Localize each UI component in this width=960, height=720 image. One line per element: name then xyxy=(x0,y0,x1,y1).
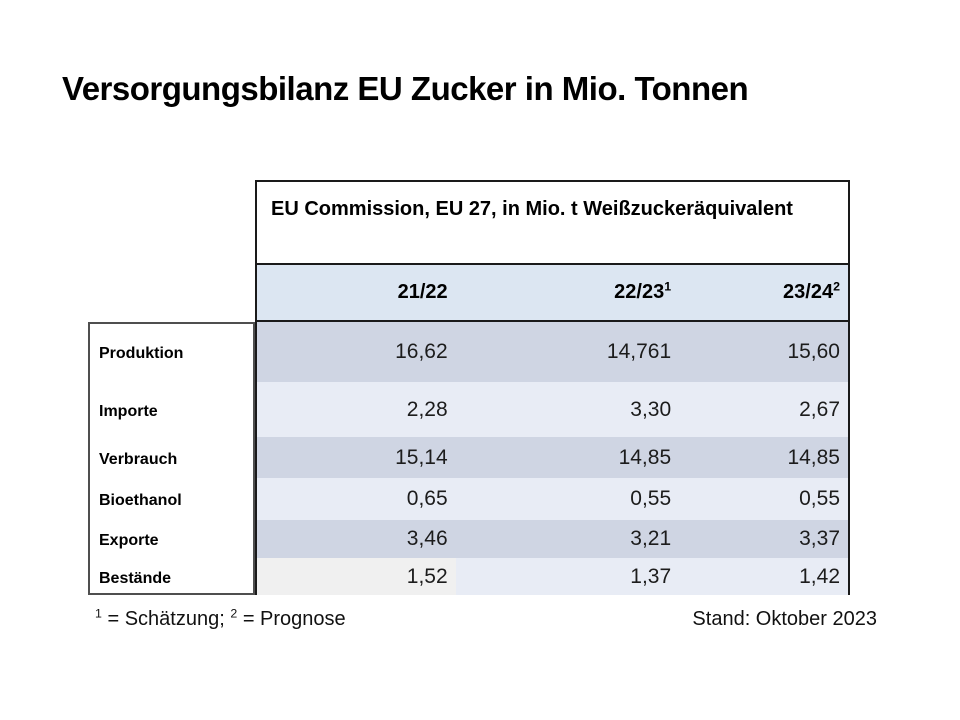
table-header-cell: EU Commission, EU 27, in Mio. t Weißzuck… xyxy=(255,180,850,263)
table-row: 0,65 0,55 0,55 xyxy=(257,478,848,520)
year-label: 23/24 xyxy=(783,281,834,303)
row-label: Verbrauch xyxy=(99,450,178,468)
table-cell: 0,55 xyxy=(679,478,848,520)
year-footnote-marker: 2 xyxy=(833,279,840,294)
row-label: Produktion xyxy=(99,345,184,362)
table-cell: 3,46 xyxy=(257,520,456,558)
table-cell: 2,67 xyxy=(679,382,848,437)
table-cell: 1,52 xyxy=(257,558,456,595)
table-cell: 16,62 xyxy=(257,322,456,382)
row-label: Exporte xyxy=(99,532,159,549)
footnotes: 1 = Schätzung; 2 = Prognose Stand: Oktob… xyxy=(95,606,877,631)
table-row: 15,14 14,85 14,85 xyxy=(257,437,848,478)
year-label: 21/22 xyxy=(397,281,448,303)
status-date: Stand: Oktober 2023 xyxy=(692,608,877,630)
year-column-header: 21/22 xyxy=(257,281,456,304)
table-cell: 14,85 xyxy=(455,437,680,478)
footnote-text-1: = Schätzung; xyxy=(107,608,225,630)
table-cell: 1,37 xyxy=(455,558,680,595)
table-row: 16,62 14,761 15,60 xyxy=(257,322,848,382)
table-cell: 3,21 xyxy=(455,520,680,558)
table-cell: 14,85 xyxy=(679,437,848,478)
table-cell: 2,28 xyxy=(257,382,456,437)
table-cell: 0,55 xyxy=(455,478,680,520)
row-label-column: Produktion Importe Verbrauch Bioethanol … xyxy=(88,322,255,595)
slide-title: Versorgungsbilanz EU Zucker in Mio. Tonn… xyxy=(62,70,749,107)
table-cell: 3,37 xyxy=(679,520,848,558)
year-column-header: 22/231 xyxy=(456,279,679,304)
table-cell: 1,42 xyxy=(679,558,848,595)
table-year-header-row: 21/22 22/231 23/242 xyxy=(255,263,850,322)
year-label: 22/23 xyxy=(614,281,665,303)
table-row: 3,46 3,21 3,37 xyxy=(257,520,848,558)
row-label: Bestände xyxy=(99,569,172,587)
table-cell: 14,761 xyxy=(455,322,680,382)
table-cell: 3,30 xyxy=(455,382,680,437)
table-row: 1,52 1,37 1,42 xyxy=(257,558,848,595)
footnote-legend: 1 = Schätzung; 2 = Prognose xyxy=(95,606,346,631)
year-footnote-marker: 1 xyxy=(664,279,672,294)
row-label: Importe xyxy=(99,402,158,420)
footnote-text-2: = Prognose xyxy=(242,608,346,630)
table-cell: 15,60 xyxy=(679,322,848,382)
row-label: Bioethanol xyxy=(99,492,182,509)
footnote-marker-2: 2 xyxy=(230,606,238,621)
table-row: 2,28 3,30 2,67 xyxy=(257,382,848,437)
footnote-marker-1: 1 xyxy=(95,606,102,621)
table-cell: 15,14 xyxy=(257,437,456,478)
year-column-header: 23/242 xyxy=(679,279,848,304)
table-data-grid: 16,62 14,761 15,60 2,28 3,30 2,67 15,14 … xyxy=(255,322,850,595)
table-cell: 0,65 xyxy=(257,478,456,520)
